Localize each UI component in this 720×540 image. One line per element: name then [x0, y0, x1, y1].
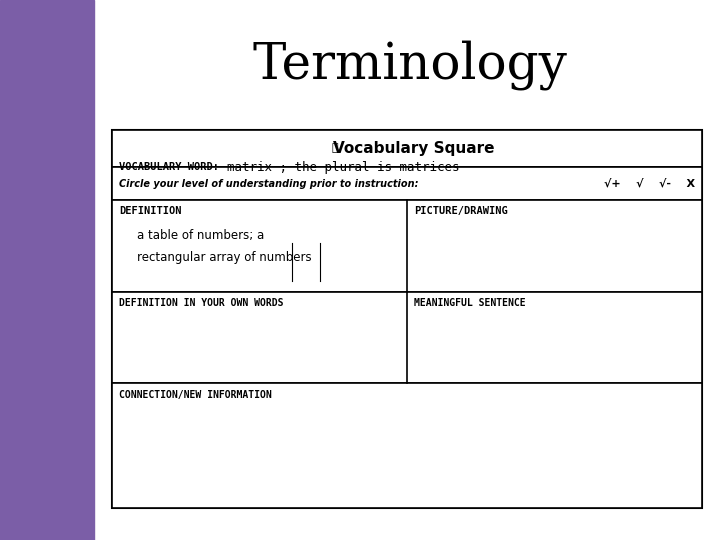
Text: √+    √    √-    X: √+ √ √- X [603, 179, 695, 188]
Text: DEFINITION IN YOUR OWN WORDS: DEFINITION IN YOUR OWN WORDS [119, 298, 283, 308]
FancyBboxPatch shape [112, 383, 702, 508]
Text: VOCABULARY WORD:: VOCABULARY WORD: [119, 163, 219, 172]
Text: Vocabulary Square: Vocabulary Square [333, 141, 495, 156]
Text: DEFINITION: DEFINITION [119, 206, 181, 217]
Text: CONNECTION/NEW INFORMATION: CONNECTION/NEW INFORMATION [119, 390, 271, 400]
Text: Circle your level of understanding prior to instruction:: Circle your level of understanding prior… [119, 179, 418, 188]
Bar [0, 0, 94, 540]
Text: PICTURE/DRAWING: PICTURE/DRAWING [414, 206, 508, 217]
FancyBboxPatch shape [112, 200, 702, 292]
FancyBboxPatch shape [112, 167, 702, 200]
Text: rectangular array of numbers: rectangular array of numbers [137, 251, 312, 264]
FancyBboxPatch shape [112, 292, 702, 383]
Text: Terminology: Terminology [253, 40, 568, 90]
Text: 🔖: 🔖 [331, 144, 338, 153]
FancyBboxPatch shape [112, 130, 702, 167]
FancyBboxPatch shape [112, 130, 702, 508]
Text: a table of numbers; a: a table of numbers; a [137, 230, 264, 242]
Text: MEANINGFUL SENTENCE: MEANINGFUL SENTENCE [414, 298, 526, 308]
Text: matrix ; the plural is matrices: matrix ; the plural is matrices [227, 161, 459, 174]
